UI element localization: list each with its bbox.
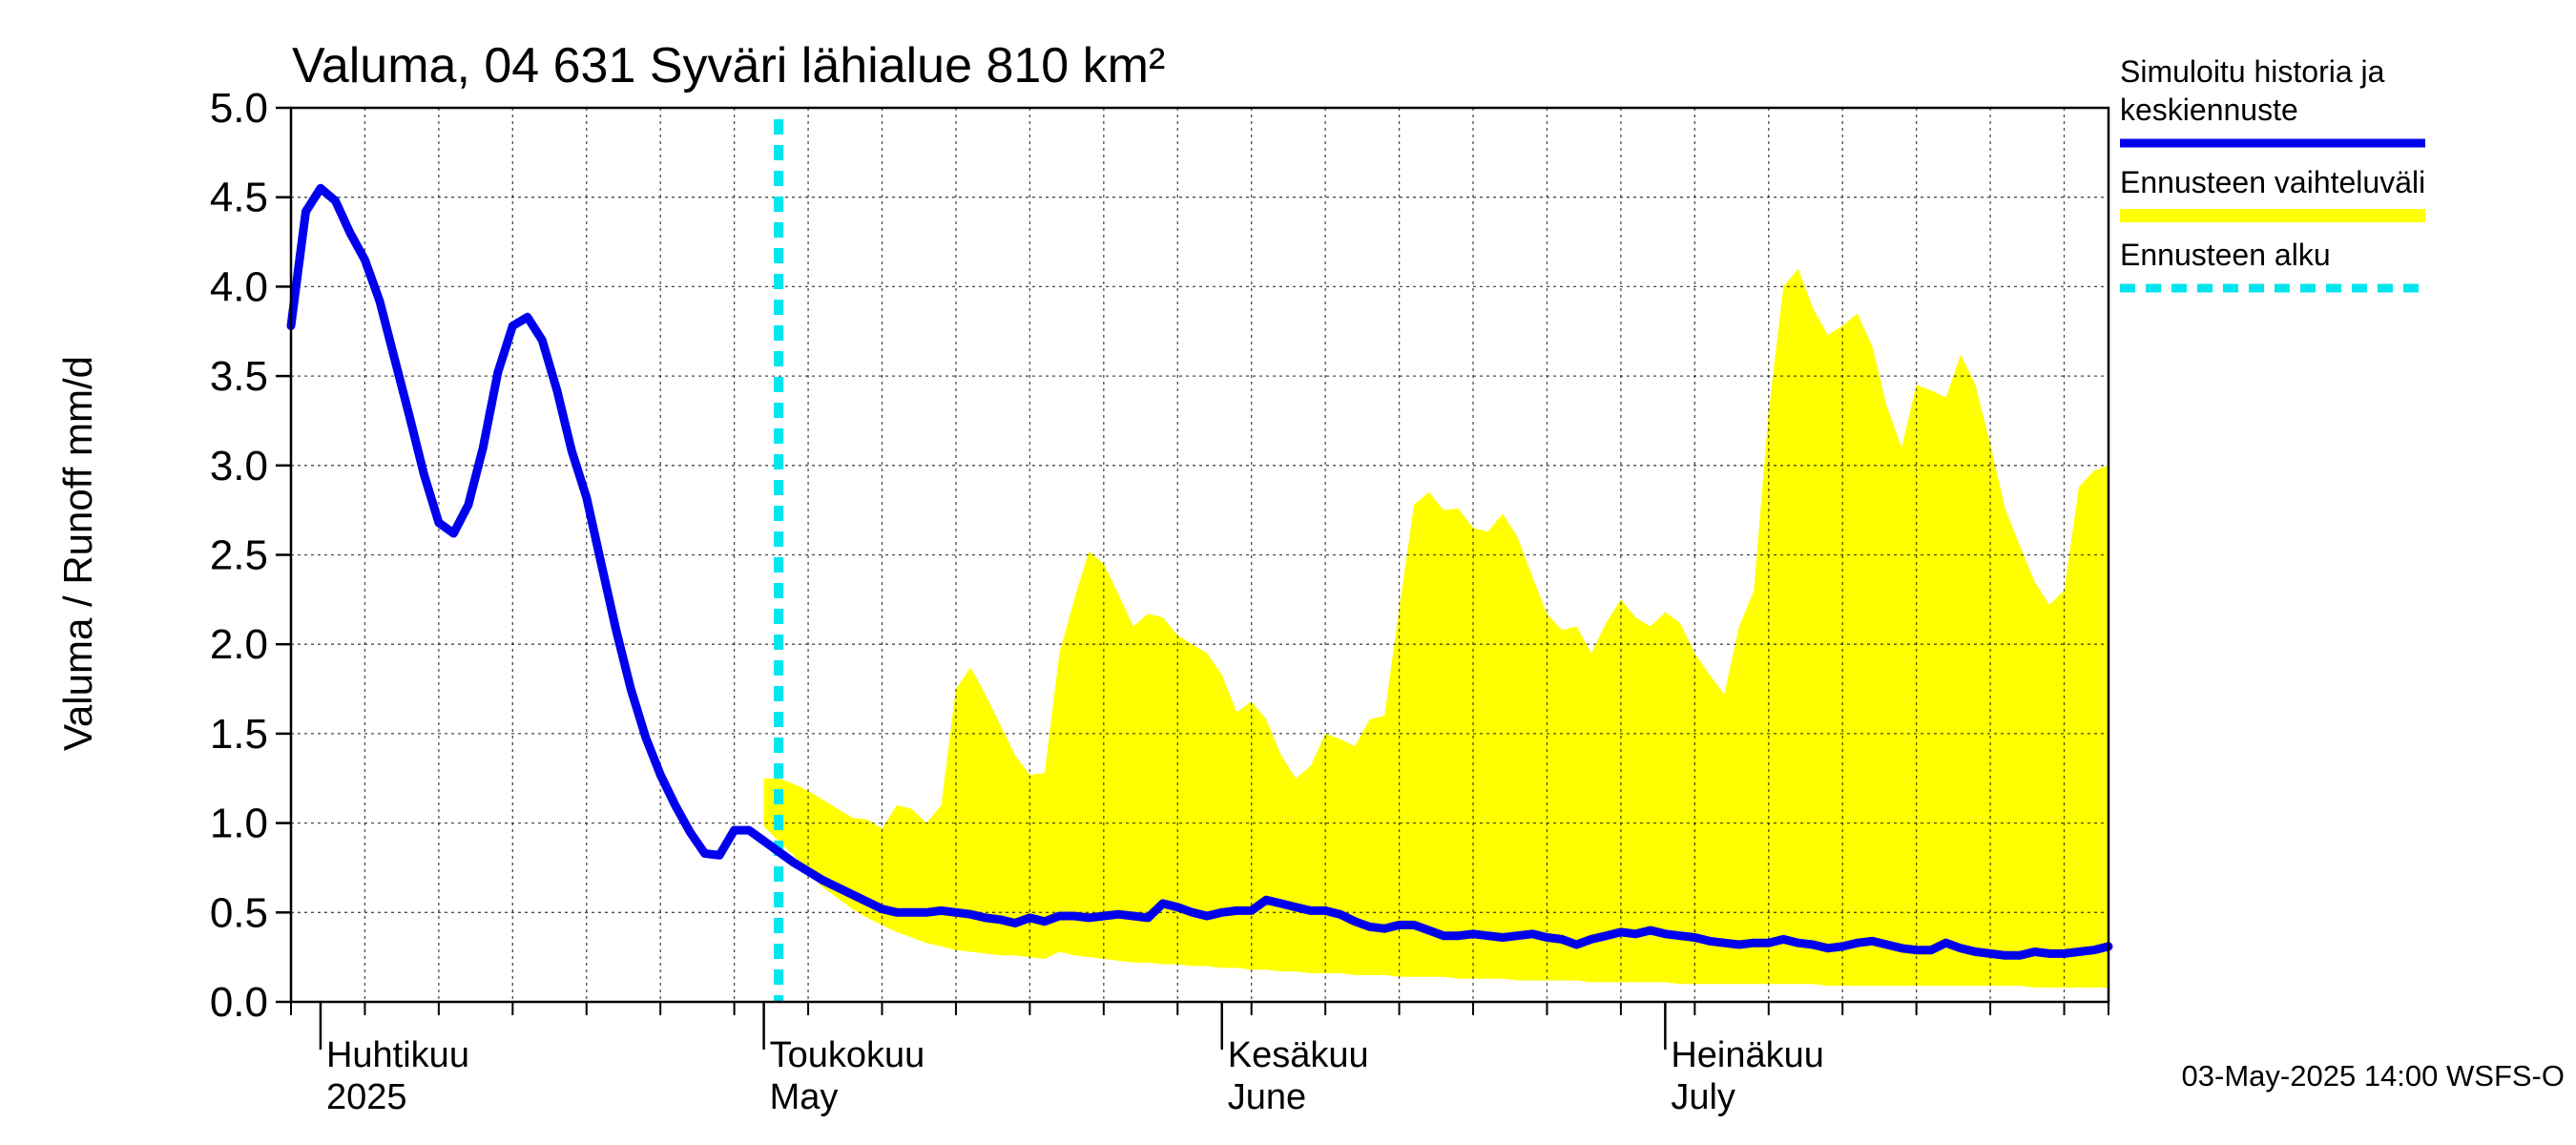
y-tick-label: 4.5 (210, 175, 268, 221)
month-sublabel: July (1671, 1077, 1735, 1117)
month-sublabel: 2025 (326, 1077, 407, 1117)
timestamp-label: 03-May-2025 14:00 WSFS-O (2182, 1059, 2565, 1093)
grid-layer (291, 108, 2109, 1002)
month-label: Toukokuu (770, 1035, 925, 1075)
y-tick-label: 2.5 (210, 532, 268, 579)
axes-layer: 0.0 0.5 1.0 1.5 2.0 2.5 3.0 3.5 4.0 4.5 5.0 Huhtiku… (210, 85, 2110, 1117)
y-tick-label: 1.5 (210, 711, 268, 758)
y-tick-label: 3.5 (210, 353, 268, 400)
y-tick-label: 5.0 (210, 85, 268, 132)
y-axis-label: Valuma / Runoff mm/d (55, 356, 100, 751)
legend: Simuloitu historia ja keskiennuste Ennuste… (2120, 54, 2425, 293)
forecast-range-band (763, 268, 2109, 988)
month-label: Huhtikuu (326, 1035, 469, 1075)
series-layer (286, 119, 2113, 1002)
month-label: Heinäkuu (1671, 1035, 1824, 1075)
month-sublabel: June (1228, 1077, 1306, 1117)
y-tick-label: 2.0 (210, 621, 268, 668)
y-tick-label: 0.5 (210, 889, 268, 936)
forecast-range-layer (763, 268, 2109, 988)
y-tick-label: 1.0 (210, 801, 268, 847)
month-label: Kesäkuu (1228, 1035, 1369, 1075)
month-sublabel: May (770, 1077, 839, 1117)
chart-title: Valuma, 04 631 Syväri lähialue 810 km² (292, 38, 1165, 94)
legend-label: Simuloitu historia ja (2120, 54, 2385, 89)
legend-label: keskiennuste (2120, 93, 2298, 127)
simulated-runoff-line (286, 183, 2113, 960)
y-tick-label: 3.0 (210, 443, 268, 489)
legend-label: Ennusteen alku (2120, 238, 2331, 272)
legend-label: Ennusteen vaihteluväli (2120, 165, 2425, 199)
y-tick-label: 4.0 (210, 263, 268, 310)
y-tick-label: 0.0 (210, 979, 268, 1026)
